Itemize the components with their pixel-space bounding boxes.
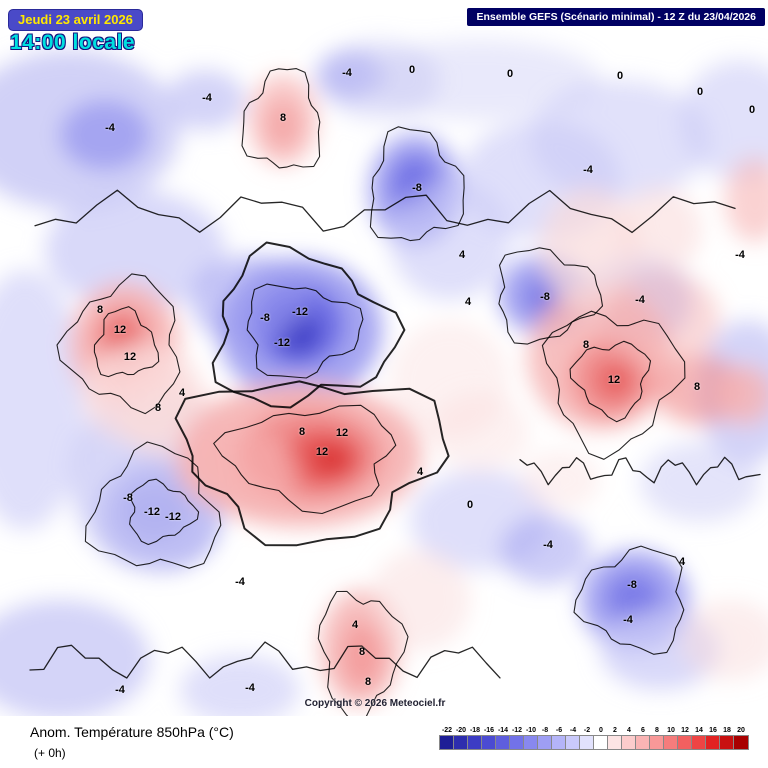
contour-label: -4 bbox=[623, 614, 633, 626]
date-box: Jeudi 23 avril 2026 bbox=[8, 9, 143, 31]
contour-label: 4 bbox=[678, 556, 686, 568]
legend-cell: 12 bbox=[676, 726, 693, 750]
contour-label: -4 bbox=[105, 122, 115, 134]
contour-label: -8 bbox=[627, 579, 637, 591]
contour-label: 0 bbox=[696, 86, 704, 98]
contour-label: 0 bbox=[748, 104, 756, 116]
contour-label: -4 bbox=[635, 294, 645, 306]
contour-label: -4 bbox=[735, 249, 745, 261]
legend-tick-label: -10 bbox=[525, 727, 537, 734]
legend-tick-label: -20 bbox=[455, 727, 467, 734]
contour-label: -12 bbox=[165, 511, 181, 523]
legend-tick-label: -6 bbox=[555, 727, 563, 734]
contour-label: 8 bbox=[582, 339, 590, 351]
contour-label: 4 bbox=[178, 387, 186, 399]
legend-tick-label: -8 bbox=[541, 727, 549, 734]
contour-label: -4 bbox=[342, 67, 352, 79]
contour-label: 0 bbox=[616, 70, 624, 82]
map-quantity-title: Anom. Température 850hPa (°C) bbox=[30, 724, 234, 740]
contour-label: 8 bbox=[279, 112, 287, 124]
contour-label: 12 bbox=[335, 427, 349, 439]
contour-label: 12 bbox=[113, 324, 127, 336]
contour-label: 4 bbox=[458, 249, 466, 261]
model-run-bar: Ensemble GEFS (Scénario minimal) - 12 Z … bbox=[467, 8, 765, 26]
contour-label: 4 bbox=[464, 296, 472, 308]
contour-label: -4 bbox=[583, 164, 593, 176]
contour-label: 8 bbox=[96, 304, 104, 316]
contour-label: -4 bbox=[202, 92, 212, 104]
color-scale-legend: -22 -20 -18 -16 -14 -12 -10 -8 -6 -4 -2 0 2 4 6 8 10 12 14… bbox=[438, 726, 749, 750]
copyright-text: Copyright © 2026 Meteociel.fr bbox=[304, 698, 446, 709]
contour-label: 12 bbox=[123, 351, 137, 363]
contour-label: -4 bbox=[543, 539, 553, 551]
contour-label: 8 bbox=[298, 426, 306, 438]
legend-cell: -20 bbox=[452, 726, 469, 750]
contour-label: -12 bbox=[274, 337, 290, 349]
legend-tick-label: -4 bbox=[569, 727, 577, 734]
contour-label: 8 bbox=[693, 381, 701, 393]
footer-strip: Anom. Température 850hPa (°C) (+ 0h) -22… bbox=[0, 716, 768, 768]
contour-label: 12 bbox=[315, 446, 329, 458]
contour-label: -12 bbox=[144, 506, 160, 518]
legend-cell: 20 bbox=[732, 726, 749, 750]
contour-label: 8 bbox=[358, 646, 366, 658]
contour-label: 12 bbox=[607, 374, 621, 386]
legend-tick-label: -14 bbox=[497, 727, 509, 734]
model-run-label: Ensemble GEFS (Scénario minimal) - 12 Z … bbox=[476, 11, 756, 23]
legend-color-swatch bbox=[732, 735, 749, 750]
legend-tick-label: 20 bbox=[737, 727, 745, 734]
legend-tick-label: 14 bbox=[695, 727, 703, 734]
contour-label: 8 bbox=[364, 676, 372, 688]
legend-tick-label: -12 bbox=[511, 727, 523, 734]
contour-label: -12 bbox=[292, 306, 308, 318]
legend-tick-label: 4 bbox=[627, 727, 631, 734]
forecast-step-label: (+ 0h) bbox=[34, 746, 66, 760]
legend-tick-label: 6 bbox=[641, 727, 645, 734]
contour-label: -8 bbox=[412, 182, 422, 194]
contour-label: -4 bbox=[245, 682, 255, 694]
legend-tick-label: 0 bbox=[599, 727, 603, 734]
contour-label: 0 bbox=[466, 499, 474, 511]
date-label: Jeudi 23 avril 2026 bbox=[18, 12, 133, 27]
contour-label: 8 bbox=[154, 402, 162, 414]
legend-tick-label: -18 bbox=[469, 727, 481, 734]
legend-tick-label: 8 bbox=[655, 727, 659, 734]
contour-label: 4 bbox=[351, 619, 359, 631]
contour-label: -8 bbox=[123, 492, 133, 504]
legend-tick-label: 16 bbox=[709, 727, 717, 734]
local-time-label: 14:00 locale bbox=[10, 31, 136, 54]
contour-label: -8 bbox=[260, 312, 270, 324]
contour-lines bbox=[29, 68, 761, 725]
contour-label: 0 bbox=[408, 64, 416, 76]
legend-tick-label: -2 bbox=[583, 727, 591, 734]
contour-label: -4 bbox=[115, 684, 125, 696]
contour-label: -8 bbox=[540, 291, 550, 303]
legend-tick-label: 2 bbox=[613, 727, 617, 734]
legend-tick-label: 12 bbox=[681, 727, 689, 734]
legend-cell: 0 bbox=[592, 726, 609, 750]
legend-tick-label: -22 bbox=[441, 727, 453, 734]
contour-label: 4 bbox=[416, 466, 424, 478]
contour-label: -4 bbox=[235, 576, 245, 588]
contour-label: 0 bbox=[506, 68, 514, 80]
legend-tick-label: 10 bbox=[667, 727, 675, 734]
legend-tick-label: -16 bbox=[483, 727, 495, 734]
legend-tick-label: 18 bbox=[723, 727, 731, 734]
